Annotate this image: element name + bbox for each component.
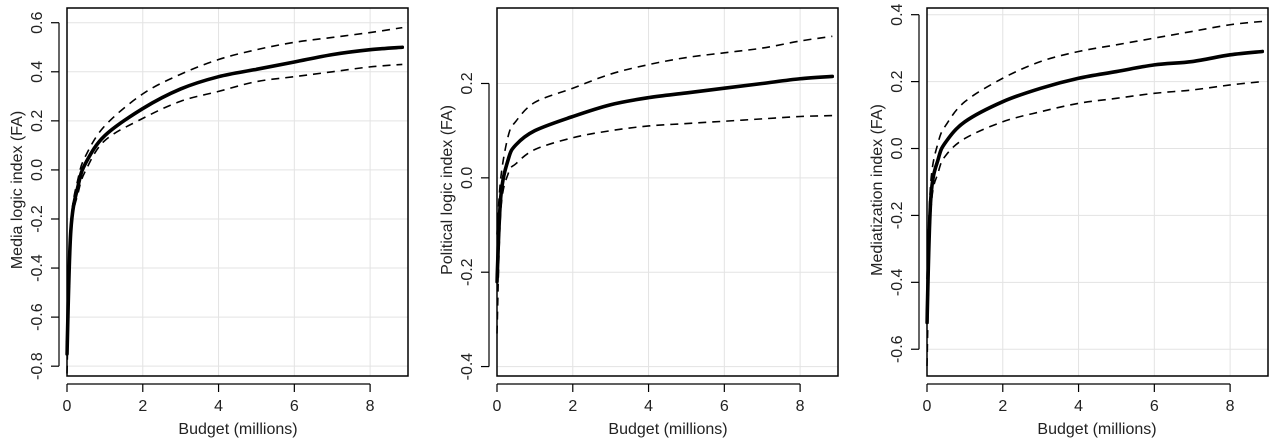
y-tick-label: 0.6 [29, 12, 46, 34]
plot-frame [926, 7, 1269, 377]
panel-xlabel: Budget (millions) [1037, 421, 1156, 438]
y-axis: -0.4 -0.2 0.0 0.2 [459, 72, 490, 381]
series-group [67, 28, 402, 374]
y-tick-label: -0.8 [29, 352, 46, 380]
x-tick-label: 6 [720, 398, 729, 415]
x-tick-label: 2 [138, 398, 147, 415]
y-tick-label: -0.4 [889, 268, 906, 296]
fit-line [67, 47, 402, 354]
x-axis: 0 2 4 6 8 [493, 383, 805, 415]
series-group [927, 21, 1262, 366]
y-tick-label: 0.4 [29, 61, 46, 83]
panel-ylabel: Mediatization index (FA) [869, 104, 886, 276]
x-tick-label: 4 [1074, 398, 1083, 415]
y-tick-label: -0.6 [29, 303, 46, 331]
plot-frame [66, 7, 409, 377]
x-tick-label: 0 [63, 398, 72, 415]
x-tick-label: 0 [493, 398, 502, 415]
y-tick-label: -0.4 [459, 353, 476, 381]
series-group [497, 36, 832, 333]
panel-xlabel: Budget (millions) [608, 421, 727, 438]
panel-xlabel: Budget (millions) [178, 421, 297, 438]
x-tick-label: 8 [796, 398, 805, 415]
x-tick-label: 0 [923, 398, 932, 415]
y-tick-label: -0.2 [29, 205, 46, 233]
confidence-band-line [927, 82, 1262, 366]
x-tick-label: 6 [1150, 398, 1159, 415]
y-tick-label: -0.2 [459, 258, 476, 286]
panel-ylabel: Media logic index (FA) [9, 111, 26, 269]
confidence-band-line [497, 36, 832, 234]
x-tick-label: 2 [998, 398, 1007, 415]
x-axis: 0 2 4 6 8 [923, 383, 1235, 415]
x-tick-label: 4 [214, 398, 223, 415]
y-tick-label: 0.0 [29, 159, 46, 181]
y-tick-label: -0.4 [29, 254, 46, 282]
confidence-band-line [67, 64, 402, 373]
x-tick-label: 6 [290, 398, 299, 415]
y-tick-label: 0.2 [459, 72, 476, 94]
confidence-band-line [67, 28, 402, 337]
x-axis: 0 2 4 6 8 [63, 383, 375, 415]
plot-frame [496, 7, 839, 377]
y-tick-label: -0.2 [889, 202, 906, 230]
y-tick-label: 0.0 [889, 137, 906, 159]
x-tick-label: 4 [644, 398, 653, 415]
fit-line [927, 51, 1262, 322]
x-tick-label: 2 [568, 398, 577, 415]
confidence-band-line [497, 116, 832, 334]
y-axis: -0.6 -0.4 -0.2 0.0 0.2 0.4 [889, 3, 920, 363]
gridlines [496, 8, 838, 376]
y-tick-label: 0.0 [459, 167, 476, 189]
panel-mediatization: Mediatization index (FA) Budget (million… [869, 3, 1269, 438]
panel-political-logic: Political logic index (FA) Budget (milli… [439, 7, 839, 438]
y-axis: -0.8 -0.6 -0.4 -0.2 0.0 0.2 0.4 0.6 [29, 12, 60, 380]
fit-line [497, 76, 832, 281]
panel-ylabel: Political logic index (FA) [439, 105, 456, 275]
y-tick-label: -0.6 [889, 335, 906, 363]
y-tick-label: 0.2 [29, 110, 46, 132]
x-tick-label: 8 [366, 398, 375, 415]
x-tick-label: 8 [1226, 398, 1235, 415]
panel-media-logic: Media logic index (FA) Budget (millions)… [9, 7, 409, 438]
confidence-band-line [927, 21, 1262, 279]
y-tick-label: 0.2 [889, 70, 906, 92]
y-tick-label: 0.4 [889, 3, 906, 25]
